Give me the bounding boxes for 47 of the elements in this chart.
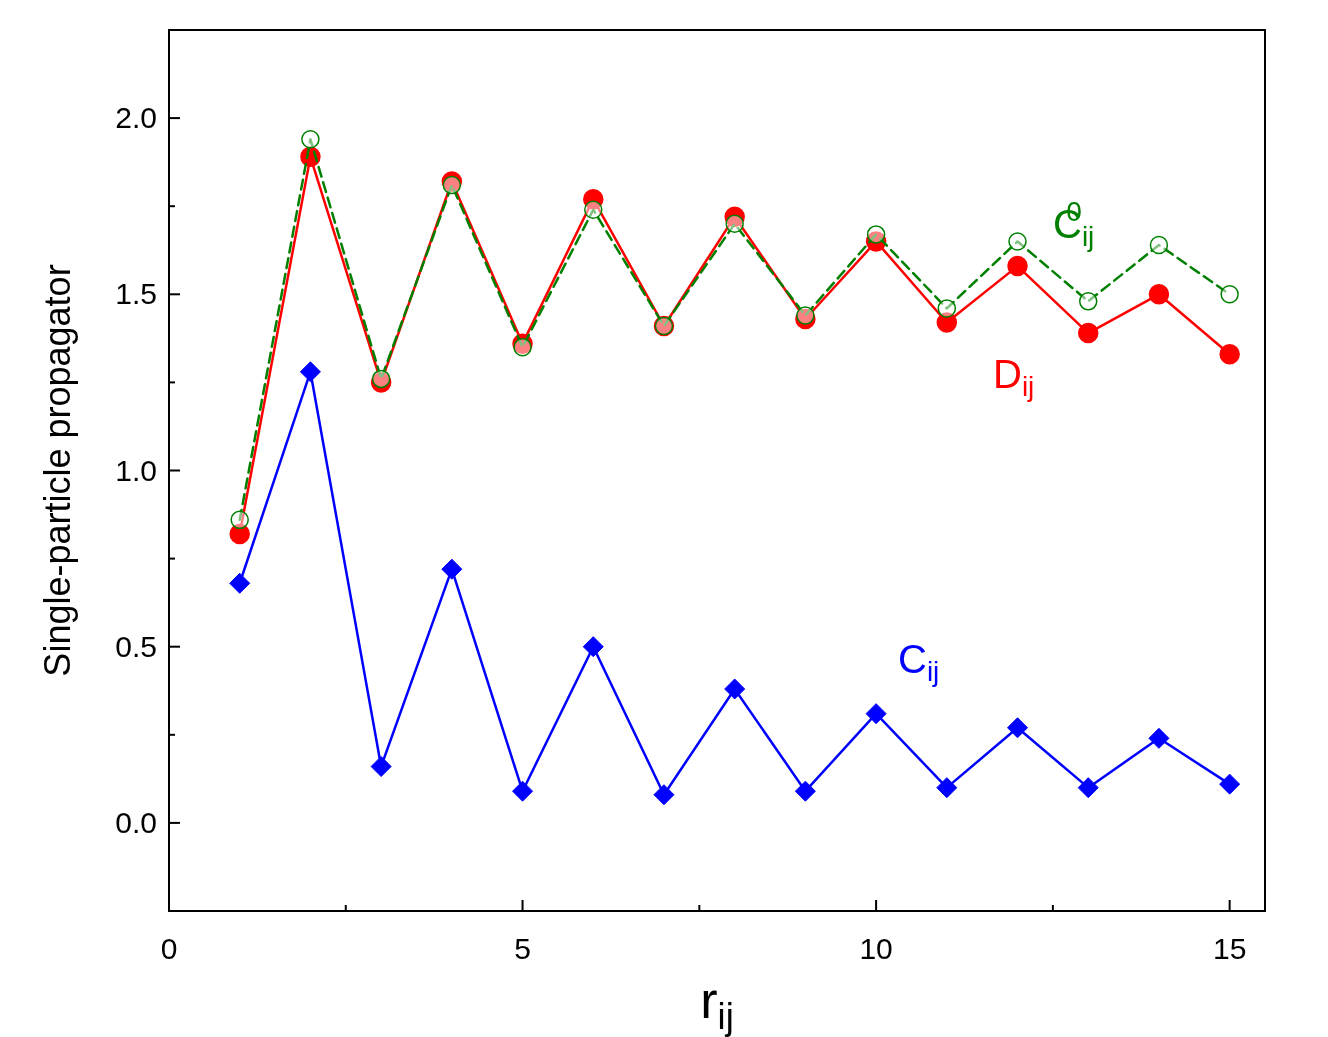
point xyxy=(229,523,250,545)
series-label: D$_{ij}$ xyxy=(993,352,1035,403)
point xyxy=(299,361,321,383)
point xyxy=(584,200,603,219)
point xyxy=(301,129,320,149)
y-tick-label: 0.5 xyxy=(115,629,157,663)
point xyxy=(725,214,744,234)
point xyxy=(653,784,675,806)
y-axis-title: Single-particle propagator xyxy=(37,264,78,677)
point xyxy=(1008,232,1027,251)
point xyxy=(1149,235,1169,255)
point xyxy=(230,510,249,530)
point xyxy=(1078,292,1098,311)
x-tick-label: 10 xyxy=(859,932,893,965)
x-tick-label: 0 xyxy=(160,932,178,965)
point xyxy=(865,703,887,725)
point xyxy=(796,306,815,325)
point xyxy=(229,572,251,594)
point xyxy=(1007,717,1029,739)
point xyxy=(1077,322,1099,344)
point xyxy=(724,678,746,700)
point xyxy=(1148,727,1170,749)
point xyxy=(1148,284,1170,305)
series-label: C$_{ij}$ xyxy=(898,637,940,688)
point xyxy=(724,206,745,228)
point xyxy=(1219,773,1241,795)
point xyxy=(370,756,392,778)
point xyxy=(937,299,957,318)
point xyxy=(866,225,886,244)
point xyxy=(512,780,534,802)
y-tick-label: 1.5 xyxy=(115,277,157,311)
point xyxy=(441,558,463,580)
x-tick-label: 15 xyxy=(1212,932,1247,965)
point xyxy=(795,308,816,330)
point xyxy=(936,312,958,333)
y-tick-label: 1.0 xyxy=(115,453,157,487)
point xyxy=(1007,255,1028,277)
point xyxy=(1077,777,1099,799)
point xyxy=(794,780,816,802)
y-tick-label: 0.0 xyxy=(115,805,157,839)
point xyxy=(936,777,958,799)
y-tick-label: 2.0 xyxy=(115,101,157,135)
x-tick-label: 5 xyxy=(514,932,531,965)
point xyxy=(1219,343,1240,365)
point xyxy=(582,636,604,658)
point xyxy=(583,188,604,210)
x-axis-title: r$_{ij}$ xyxy=(700,971,734,1037)
